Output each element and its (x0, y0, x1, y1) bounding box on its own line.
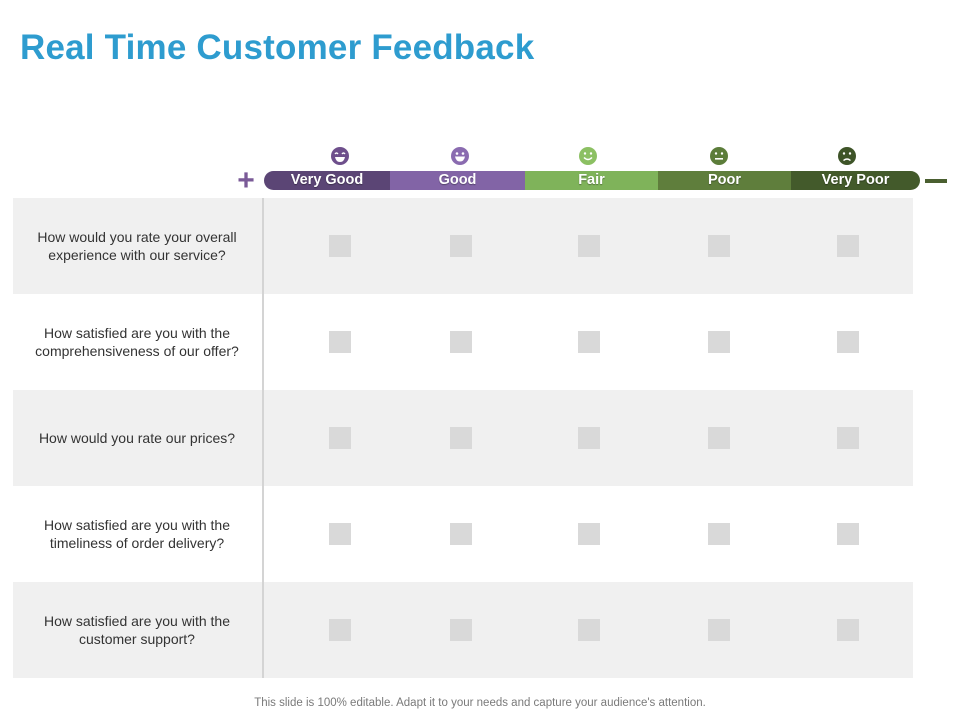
scale-label-very-poor: Very Poor (791, 171, 920, 190)
rating-checkbox[interactable] (578, 427, 600, 449)
rating-checkbox[interactable] (837, 619, 859, 641)
plus-icon: + (237, 164, 255, 197)
rating-checkbox[interactable] (578, 619, 600, 641)
question-text: How satisfied are you with the timelines… (44, 517, 230, 551)
scale-label-fair: Fair (525, 171, 658, 190)
page-title: Real Time Customer Feedback (20, 28, 535, 67)
smiling-face-icon (579, 147, 597, 165)
rating-checkbox[interactable] (837, 331, 859, 353)
rating-checkbox[interactable] (578, 235, 600, 257)
scale-label-good: Good (390, 171, 525, 190)
rating-checkbox[interactable] (708, 427, 730, 449)
rating-checkbox[interactable] (450, 523, 472, 545)
scale-label-poor: Poor (658, 171, 791, 190)
table-row: How satisfied are you with the customer … (13, 582, 913, 678)
neutral-face-icon (710, 147, 728, 165)
rating-checkbox[interactable] (578, 523, 600, 545)
rating-checkbox[interactable] (329, 523, 351, 545)
rating-checkbox[interactable] (708, 331, 730, 353)
rating-checkbox[interactable] (329, 619, 351, 641)
table-row: How satisfied are you with the comprehen… (13, 294, 913, 390)
feedback-table: How would you rate your overall experien… (13, 198, 913, 678)
rating-checkbox[interactable] (837, 235, 859, 257)
table-row: How would you rate our prices? (13, 390, 913, 486)
rating-checkbox[interactable] (708, 523, 730, 545)
question-text: How satisfied are you with the comprehen… (35, 325, 239, 359)
rating-faces (264, 146, 920, 168)
column-divider (262, 198, 264, 678)
rating-checkbox[interactable] (578, 331, 600, 353)
frowning-face-icon (838, 147, 856, 165)
rating-checkbox[interactable] (450, 235, 472, 257)
question-text: How would you rate your overall experien… (37, 229, 237, 263)
rating-checkbox[interactable] (837, 427, 859, 449)
rating-checkbox[interactable] (450, 427, 472, 449)
question-text: How would you rate our prices? (38, 430, 236, 446)
rating-checkbox[interactable] (329, 427, 351, 449)
table-row: How satisfied are you with the timelines… (13, 486, 913, 582)
footer-note: This slide is 100% editable. Adapt it to… (254, 697, 706, 709)
laughing-face-icon (331, 147, 349, 165)
scale-label-very-good: Very Good (264, 171, 390, 190)
table-row: How would you rate your overall experien… (13, 198, 913, 294)
rating-checkbox[interactable] (837, 523, 859, 545)
rating-checkbox[interactable] (708, 235, 730, 257)
rating-checkbox[interactable] (329, 331, 351, 353)
rating-checkbox[interactable] (329, 235, 351, 257)
rating-checkbox[interactable] (708, 619, 730, 641)
rating-checkbox[interactable] (450, 331, 472, 353)
rating-checkbox[interactable] (450, 619, 472, 641)
grinning-face-icon (451, 147, 469, 165)
rating-scale-bar: Very Good Good Fair Poor Very Poor (264, 171, 920, 190)
minus-icon (925, 179, 947, 183)
question-text: How satisfied are you with the customer … (44, 613, 230, 647)
